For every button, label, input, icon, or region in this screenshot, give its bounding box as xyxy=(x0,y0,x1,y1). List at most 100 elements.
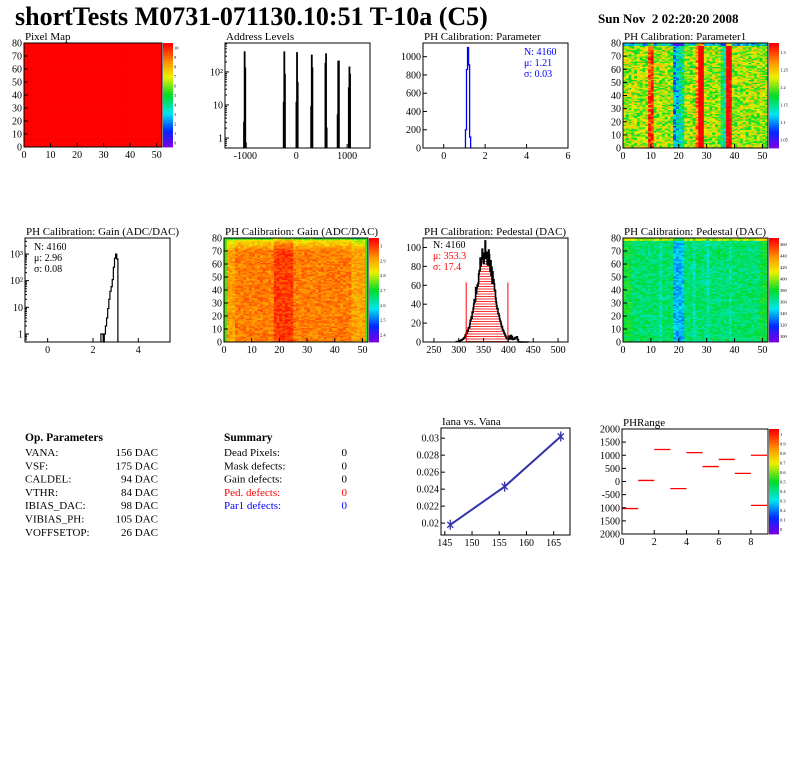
heatmap-cell xyxy=(132,134,136,136)
heatmap-cell xyxy=(108,66,112,68)
heatmap-cell xyxy=(95,92,99,94)
heatmap-cell xyxy=(66,59,70,62)
heatmap-cell xyxy=(146,63,150,66)
heatmap-cell xyxy=(50,74,54,76)
heatmap-cell xyxy=(26,98,30,101)
heatmap-cell xyxy=(106,135,110,137)
heatmap-cell xyxy=(79,122,83,124)
heatmap-cell xyxy=(124,85,128,88)
heatmap-cell xyxy=(148,72,152,75)
heatmap-cell xyxy=(103,59,107,62)
heatmap-cell xyxy=(79,118,83,120)
heatmap-cell xyxy=(26,131,30,133)
heatmap-cell xyxy=(55,118,59,120)
colorbar-cell xyxy=(163,107,173,110)
heatmap-cell xyxy=(37,104,41,106)
heatmap-cell xyxy=(106,123,110,126)
heatmap-cell xyxy=(34,88,38,91)
heatmap-cell xyxy=(625,106,629,108)
heatmap-cell xyxy=(31,128,35,131)
heatmap-cell xyxy=(77,89,81,92)
heatmap-cell xyxy=(53,123,57,126)
heatmap-cell xyxy=(55,71,59,74)
heatmap-cell xyxy=(159,79,163,81)
heatmap-cell xyxy=(140,98,144,101)
heatmap-cell xyxy=(623,65,627,67)
heatmap-cell xyxy=(625,128,629,130)
heatmap-cell xyxy=(61,139,65,141)
heatmap-cell xyxy=(108,102,112,105)
heatmap-cell xyxy=(71,136,75,139)
heatmap-cell xyxy=(100,135,104,137)
heatmap-cell xyxy=(47,141,51,144)
heatmap-cell xyxy=(106,102,110,105)
heatmap-cell xyxy=(39,45,43,48)
heatmap-cell xyxy=(628,127,632,129)
heatmap-cell xyxy=(87,72,91,75)
heatmap-cell xyxy=(74,123,78,126)
heatmap-cell xyxy=(53,97,57,100)
heatmap-cell xyxy=(90,43,94,45)
heatmap-cell xyxy=(628,106,632,108)
heatmap-cell xyxy=(55,128,59,131)
heatmap-cell xyxy=(631,120,635,123)
heatmap-cell xyxy=(50,102,54,105)
heatmap-cell xyxy=(111,43,115,45)
heatmap-cell xyxy=(122,117,126,119)
heatmap-cell xyxy=(98,89,102,92)
heatmap-cell xyxy=(98,69,102,71)
colorbar-cell xyxy=(163,95,173,98)
heatmap-cell xyxy=(29,130,33,132)
heatmap-cell xyxy=(29,140,33,143)
heatmap-cell xyxy=(631,106,635,108)
heatmap-cell xyxy=(138,119,142,122)
heatmap-cell xyxy=(55,85,59,88)
heatmap-cell xyxy=(61,71,65,74)
heatmap-cell xyxy=(71,87,75,89)
colorbar-cell xyxy=(163,78,173,81)
heatmap-cell xyxy=(108,88,112,91)
heatmap-cell xyxy=(108,82,112,84)
heatmap-cell xyxy=(122,71,126,74)
heatmap-cell xyxy=(85,122,88,124)
heatmap-cell xyxy=(625,124,629,126)
heatmap-cell xyxy=(39,135,43,137)
heatmap-cell xyxy=(625,53,629,56)
heatmap-cell xyxy=(140,118,144,120)
heatmap-cell xyxy=(61,143,65,145)
heatmap-cell xyxy=(87,57,91,59)
heatmap-cell xyxy=(93,89,96,92)
heatmap-cell xyxy=(24,137,27,140)
heatmap-cell xyxy=(85,92,88,94)
heatmap-cell xyxy=(45,126,49,128)
heatmap-cell xyxy=(130,128,134,131)
heatmap-cell xyxy=(106,121,110,123)
heatmap-cell xyxy=(138,80,142,83)
heatmap-cell xyxy=(74,139,78,141)
heatmap-cell xyxy=(132,113,136,115)
heatmap-cell xyxy=(71,134,75,136)
heatmap-cell xyxy=(90,109,94,111)
heatmap-cell xyxy=(119,127,123,130)
heatmap-cell xyxy=(42,127,46,130)
heatmap-cell xyxy=(47,57,51,59)
heatmap-cell xyxy=(119,123,123,126)
heatmap-cell xyxy=(156,52,160,54)
heatmap-cell xyxy=(37,118,41,120)
heatmap-cell xyxy=(79,117,83,119)
heatmap-cell xyxy=(58,106,62,109)
heatmap-cell xyxy=(100,100,104,102)
heatmap-cell xyxy=(116,56,120,58)
heatmap-cell xyxy=(74,98,78,101)
heatmap-cell xyxy=(53,122,57,124)
heatmap-cell xyxy=(66,130,70,132)
heatmap-cell xyxy=(74,79,78,81)
heatmap-cell xyxy=(103,76,107,79)
heatmap-cell xyxy=(140,128,144,131)
heatmap-cell xyxy=(108,93,112,96)
heatmap-cell xyxy=(130,74,134,76)
heatmap-cell xyxy=(87,65,91,67)
heatmap-cell xyxy=(127,119,131,122)
heatmap-cell xyxy=(103,114,107,117)
